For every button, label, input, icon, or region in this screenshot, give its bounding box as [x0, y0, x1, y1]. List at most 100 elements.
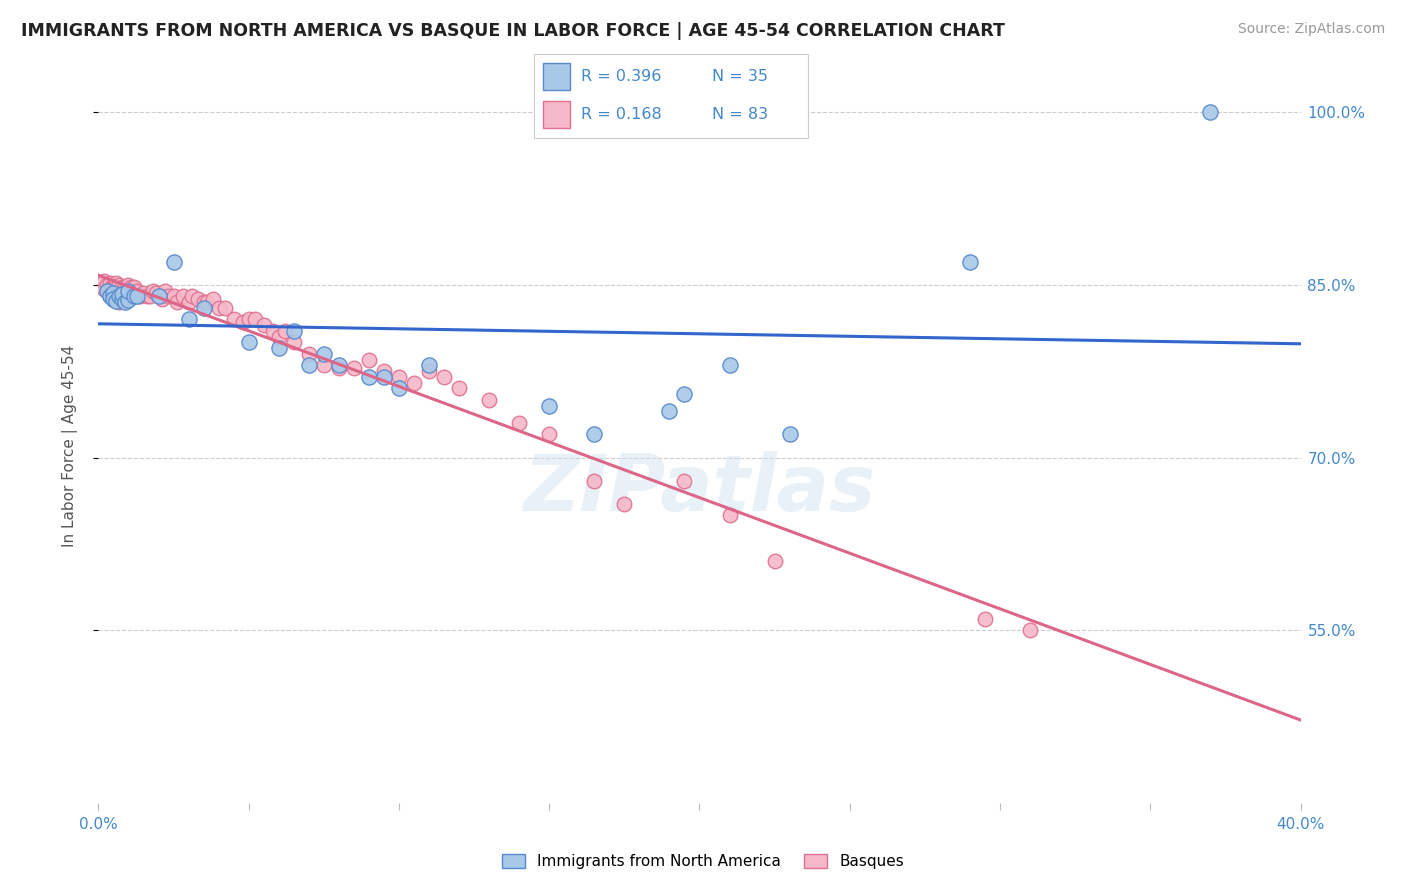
Text: ZIPatlas: ZIPatlas — [523, 450, 876, 527]
Point — [166, 295, 188, 310]
Point — [373, 370, 395, 384]
Point — [201, 292, 224, 306]
Point — [328, 359, 350, 373]
Point — [103, 277, 125, 292]
Point — [180, 289, 202, 303]
Point — [108, 289, 131, 303]
Point — [177, 295, 200, 310]
Point — [117, 284, 139, 298]
Point — [673, 387, 696, 401]
Text: IMMIGRANTS FROM NORTH AMERICA VS BASQUE IN LABOR FORCE | AGE 45-54 CORRELATION C: IMMIGRANTS FROM NORTH AMERICA VS BASQUE … — [21, 22, 1005, 40]
Point — [193, 295, 215, 310]
Point — [262, 324, 284, 338]
Point — [274, 324, 297, 338]
Point — [108, 277, 131, 292]
Point — [538, 427, 561, 442]
Point — [108, 295, 131, 310]
Point — [117, 277, 139, 292]
Point — [1199, 105, 1222, 120]
Point — [162, 289, 184, 303]
Point — [124, 280, 146, 294]
Point — [100, 289, 122, 303]
Point — [253, 318, 276, 333]
Point — [100, 289, 122, 303]
Point — [105, 285, 128, 300]
Point — [388, 370, 411, 384]
Point — [508, 416, 530, 430]
Point — [114, 280, 136, 294]
Text: N = 83: N = 83 — [713, 107, 769, 122]
Text: R = 0.168: R = 0.168 — [581, 107, 662, 122]
Point — [96, 284, 118, 298]
Point — [150, 292, 173, 306]
Point — [718, 508, 741, 522]
Point — [658, 404, 681, 418]
Point — [132, 285, 155, 300]
Point — [763, 554, 786, 568]
Point — [343, 360, 366, 375]
Bar — [543, 101, 569, 128]
Point — [312, 347, 335, 361]
Point — [103, 280, 125, 294]
Point — [121, 280, 143, 294]
Text: R = 0.396: R = 0.396 — [581, 69, 661, 84]
Point — [312, 359, 335, 373]
Point — [1019, 623, 1042, 637]
Point — [100, 284, 122, 298]
Point — [103, 292, 125, 306]
Point — [96, 284, 118, 298]
Point — [538, 399, 561, 413]
Point — [117, 289, 139, 303]
Point — [162, 255, 184, 269]
Point — [388, 381, 411, 395]
Legend: Immigrants from North America, Basques: Immigrants from North America, Basques — [496, 848, 910, 875]
Point — [177, 312, 200, 326]
Point — [114, 295, 136, 310]
Point — [779, 427, 801, 442]
Point — [193, 301, 215, 315]
Point — [283, 335, 305, 350]
Point — [232, 315, 254, 329]
Point — [418, 359, 440, 373]
Point — [328, 360, 350, 375]
Point — [135, 289, 157, 303]
Point — [138, 289, 160, 303]
Point — [172, 289, 194, 303]
Point — [105, 276, 128, 290]
Point — [283, 324, 305, 338]
Point — [402, 376, 425, 390]
Point — [93, 283, 115, 297]
Point — [148, 289, 170, 303]
Point — [298, 359, 321, 373]
Point — [127, 284, 149, 298]
Point — [222, 312, 245, 326]
Point — [108, 284, 131, 298]
Point — [478, 392, 501, 407]
Point — [145, 285, 167, 300]
Point — [153, 284, 176, 298]
Point — [111, 287, 134, 301]
Point — [238, 335, 260, 350]
Point — [156, 289, 179, 303]
Point — [433, 370, 456, 384]
Point — [108, 289, 131, 303]
Point — [613, 497, 636, 511]
Bar — [543, 62, 569, 90]
Point — [141, 284, 163, 298]
Point — [105, 280, 128, 294]
Point — [111, 292, 134, 306]
Point — [96, 277, 118, 292]
Point — [214, 301, 236, 315]
Point — [103, 285, 125, 300]
Point — [111, 280, 134, 294]
Point — [121, 285, 143, 300]
Text: Source: ZipAtlas.com: Source: ZipAtlas.com — [1237, 22, 1385, 37]
Point — [238, 312, 260, 326]
Point — [373, 364, 395, 378]
Point — [267, 329, 290, 343]
Point — [195, 295, 218, 310]
Point — [187, 292, 209, 306]
Point — [103, 285, 125, 300]
Point — [105, 292, 128, 306]
Point — [117, 293, 139, 307]
